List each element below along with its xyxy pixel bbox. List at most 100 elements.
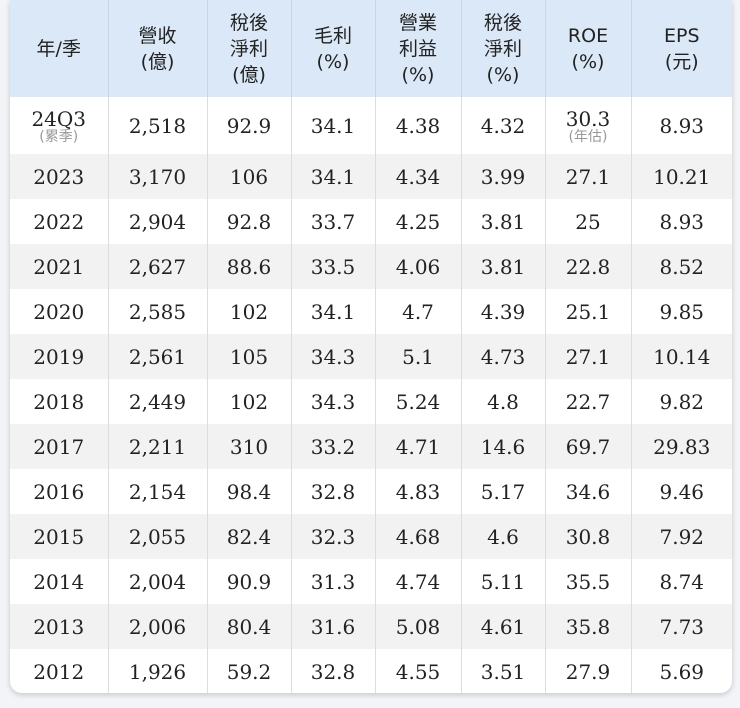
cell-gross-margin: 31.6 <box>291 604 376 649</box>
cell-net-income: 88.6 <box>207 244 292 289</box>
cell-roe: 69.7 <box>545 424 632 469</box>
table-row: 2017 2,211 310 33.2 4.71 14.6 69.7 29.83 <box>10 424 732 469</box>
financial-table: 年/季 營收 (億) 稅後 淨利 (億) 毛利 (%) 營業 利益 (%) 稅後 淨利 (%) … <box>10 0 732 693</box>
cell-operating-margin: 4.74 <box>375 559 462 604</box>
cell-net-income: 106 <box>207 154 292 199</box>
cell-roe: 27.9 <box>545 649 632 693</box>
table-row: 2012 1,926 59.2 32.8 4.55 3.51 27.9 5.69 <box>10 649 732 693</box>
cell-gross-margin: 34.3 <box>291 379 376 424</box>
header-period: 年/季 <box>10 0 109 97</box>
cell-operating-margin: 5.24 <box>375 379 462 424</box>
table-row: 2022 2,904 92.8 33.7 4.25 3.81 25 8.93 <box>10 199 732 244</box>
cell-period: 2016 <box>10 469 109 514</box>
table-row: 2015 2,055 82.4 32.3 4.68 4.6 30.8 7.92 <box>10 514 732 559</box>
header-net-margin: 稅後 淨利 (%) <box>461 0 546 97</box>
cell-eps: 8.74 <box>659 569 705 594</box>
cell-net-income: 59.2 <box>207 649 292 693</box>
cell-period: 2017 <box>10 424 109 469</box>
cell-eps: 8.93 <box>659 113 705 138</box>
cell-operating-margin: 4.34 <box>375 154 462 199</box>
cell-period: 2018 <box>10 379 109 424</box>
cell-roe: 22.8 <box>545 244 632 289</box>
cell-revenue: 1,926 <box>108 649 208 693</box>
cell-net-income: 105 <box>207 334 292 379</box>
header-gross-margin: 毛利 (%) <box>291 0 376 97</box>
cell-net-income: 92.9 <box>207 97 292 154</box>
cell-revenue: 2,211 <box>108 424 208 469</box>
cell-eps: 7.92 <box>631 514 732 559</box>
cell-net-margin: 4.8 <box>461 379 546 424</box>
cell-gross-margin: 34.3 <box>291 334 376 379</box>
cell-net-margin: 4.39 <box>461 289 546 334</box>
cell-revenue: 3,170 <box>108 154 208 199</box>
cell-gross-margin: 32.8 <box>291 469 376 514</box>
cell-net-income: 310 <box>207 424 292 469</box>
cell-period: 2021 <box>10 244 109 289</box>
table-row: 2013 2,006 80.4 31.6 5.08 4.61 35.8 7.73 <box>10 604 732 649</box>
cell-gross-margin: 33.5 <box>291 244 376 289</box>
cell-net-margin: 4.32 <box>461 97 546 154</box>
cell-eps: 29.83 <box>631 424 732 469</box>
cell-revenue: 2,004 <box>108 559 208 604</box>
table-row: 2014 2,004 90.9 31.3 4.74 5.11 35.5 8.74 <box>10 559 732 604</box>
cell-eps: 5.69 <box>659 659 705 684</box>
cell-roe: 35.5 <box>545 559 632 604</box>
table-row: 2021 2,627 88.6 33.5 4.06 3.81 22.8 8.52 <box>10 244 732 289</box>
cell-revenue: 2,006 <box>108 604 208 649</box>
cell-eps: 9.85 <box>659 299 705 324</box>
cell-net-margin: 3.51 <box>461 649 546 693</box>
cell-roe: 25.1 <box>545 289 632 334</box>
cell-period: 2022 <box>10 199 109 244</box>
cell-roe: 22.7 <box>545 379 632 424</box>
cell-net-margin: 3.99 <box>461 154 546 199</box>
table-row: 2018 2,449 102 34.3 5.24 4.8 22.7 9.82 <box>10 379 732 424</box>
cell-operating-margin: 5.08 <box>375 604 462 649</box>
cell-operating-margin: 4.7 <box>375 289 462 334</box>
cell-eps: 8.52 <box>631 244 732 289</box>
table-row: 2020 2,585 102 34.1 4.7 4.39 25.1 9.85 <box>10 289 732 334</box>
cell-period: 2013 <box>10 604 109 649</box>
table-row: 24Q3 (累季) 2,518 92.9 34.1 4.38 4.32 30.3… <box>10 97 732 154</box>
cell-gross-margin: 31.3 <box>291 559 376 604</box>
cell-gross-margin: 32.8 <box>291 649 376 693</box>
cell-period: 2019 <box>10 334 109 379</box>
cell-operating-margin: 4.83 <box>375 469 462 514</box>
cell-period: 24Q3 (累季) <box>10 97 109 154</box>
cell-eps: 8.93 <box>659 209 705 234</box>
cell-revenue: 2,627 <box>108 244 208 289</box>
cell-operating-margin: 4.55 <box>375 649 462 693</box>
cell-revenue: 2,055 <box>108 514 208 559</box>
header-revenue: 營收 (億) <box>108 0 208 97</box>
cell-revenue: 2,561 <box>108 334 208 379</box>
cell-net-margin: 4.6 <box>461 514 546 559</box>
cell-revenue: 2,154 <box>108 469 208 514</box>
table-row: 2019 2,561 105 34.3 5.1 4.73 27.1 10.14 <box>10 334 732 379</box>
cell-roe: 30.8 <box>545 514 632 559</box>
table-row: 2016 2,154 98.4 32.8 4.83 5.17 34.6 9.46 <box>10 469 732 514</box>
header-roe: ROE (%) <box>545 0 632 97</box>
cell-roe: 27.1 <box>545 154 632 199</box>
cell-net-income: 82.4 <box>207 514 292 559</box>
cell-revenue: 2,449 <box>108 379 208 424</box>
cell-roe: 34.6 <box>545 469 632 514</box>
cell-revenue: 2,904 <box>108 199 208 244</box>
cell-net-income: 102 <box>207 289 292 334</box>
cell-period: 2012 <box>10 649 109 693</box>
cell-gross-margin: 32.3 <box>291 514 376 559</box>
cell-roe: 30.3 (年估) <box>545 97 632 154</box>
cell-operating-margin: 4.68 <box>375 514 462 559</box>
cell-period: 2015 <box>10 514 109 559</box>
cell-net-margin: 14.6 <box>461 424 546 469</box>
cell-period: 2023 <box>10 154 109 199</box>
cell-net-income: 98.4 <box>207 469 292 514</box>
cell-revenue: 2,585 <box>108 289 208 334</box>
header-row: 年/季 營收 (億) 稅後 淨利 (億) 毛利 (%) 營業 利益 (%) 稅後 淨利 (%) … <box>10 0 732 97</box>
cell-roe: 25 <box>545 199 632 244</box>
cell-net-income: 102 <box>207 379 292 424</box>
cell-eps: 10.21 <box>631 154 732 199</box>
cell-net-margin: 5.17 <box>461 469 546 514</box>
cell-operating-margin: 4.71 <box>375 424 462 469</box>
cell-period: 2020 <box>10 289 109 334</box>
cell-operating-margin: 4.38 <box>375 97 462 154</box>
cell-gross-margin: 34.1 <box>291 154 376 199</box>
